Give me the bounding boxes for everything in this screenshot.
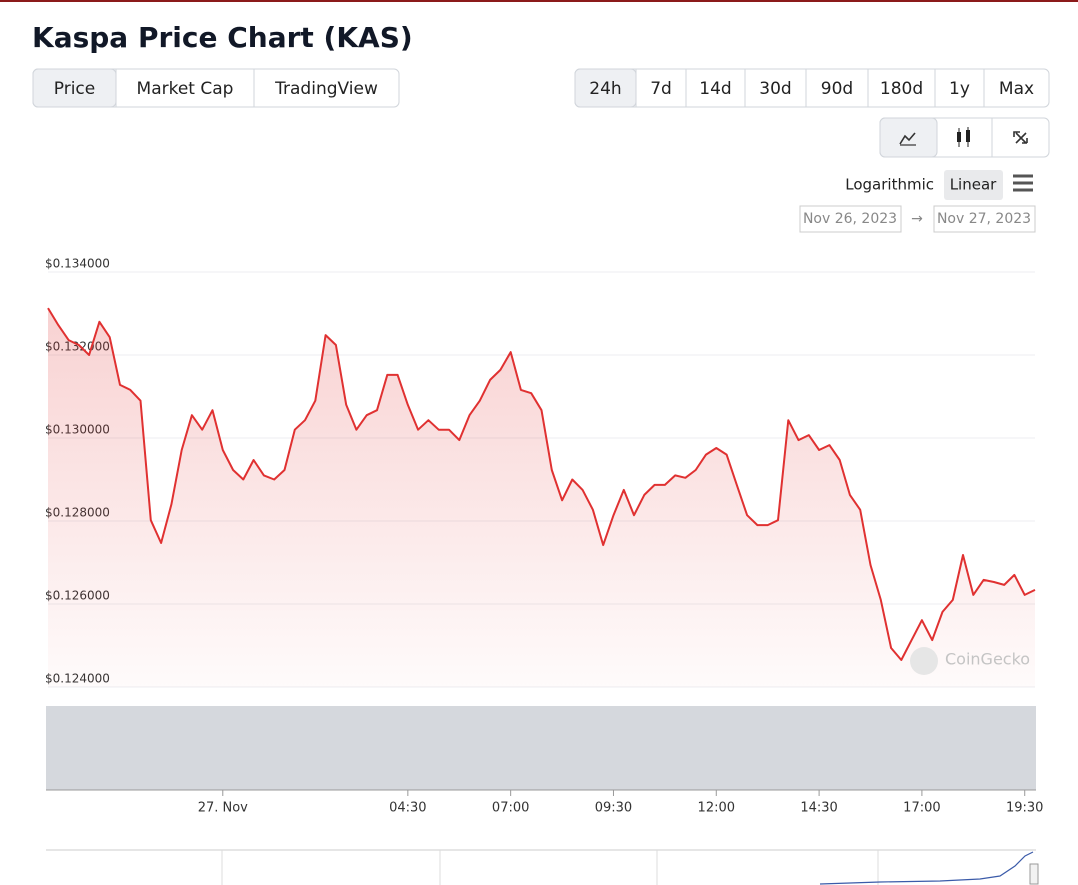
menu-icon[interactable]: [1013, 174, 1033, 192]
scale-active-bg: [944, 170, 1003, 200]
watermark-logo: [910, 647, 938, 675]
top-bar: [0, 0, 1078, 2]
chart-type-buttons: [879, 117, 1050, 158]
button[interactable]: 7d: [650, 79, 672, 99]
button[interactable]: 14d: [699, 79, 731, 99]
x-tick-label: 12:00: [698, 801, 735, 816]
volume-area: [46, 706, 1036, 791]
button[interactable]: 1y: [949, 79, 970, 99]
button[interactable]: 24h: [589, 79, 621, 99]
button[interactable]: 30d: [759, 79, 791, 99]
x-tick-label: 17:00: [903, 801, 940, 816]
button[interactable]: Market Cap: [137, 79, 234, 99]
x-tick-label: 07:00: [492, 801, 529, 816]
date-to: Nov 27, 2023: [937, 211, 1031, 227]
button[interactable]: 180d: [880, 79, 923, 99]
page-title: Kaspa Price Chart (KAS): [32, 21, 413, 54]
line-icon[interactable]: [899, 132, 916, 145]
watermark: CoinGecko: [945, 650, 1030, 669]
scale-option[interactable]: Linear: [950, 176, 997, 194]
fullscreen-icon[interactable]: [1013, 131, 1028, 144]
scale-option[interactable]: Logarithmic: [845, 176, 934, 194]
x-tick-label: 14:30: [800, 801, 837, 816]
button[interactable]: TradingView: [274, 79, 378, 99]
x-tick-label: 27. Nov: [198, 801, 248, 816]
x-tick-label: 04:30: [389, 801, 426, 816]
x-tick-label: 09:30: [595, 801, 632, 816]
button[interactable]: 90d: [821, 79, 853, 99]
button-group: [574, 68, 1050, 108]
date-arrow: →: [911, 211, 923, 227]
button[interactable]: Price: [54, 79, 95, 99]
date-from: Nov 26, 2023: [803, 211, 897, 227]
y-tick-label: $0.134000: [45, 257, 110, 271]
date-input[interactable]: [799, 205, 902, 233]
button[interactable]: Max: [999, 79, 1034, 99]
candle-icon[interactable]: [957, 127, 970, 147]
navigator: [46, 849, 1039, 885]
x-tick-label: 19:30: [1006, 801, 1043, 816]
date-input[interactable]: [933, 205, 1036, 233]
price-line: [47, 307, 1036, 661]
area: [48, 308, 1035, 687]
